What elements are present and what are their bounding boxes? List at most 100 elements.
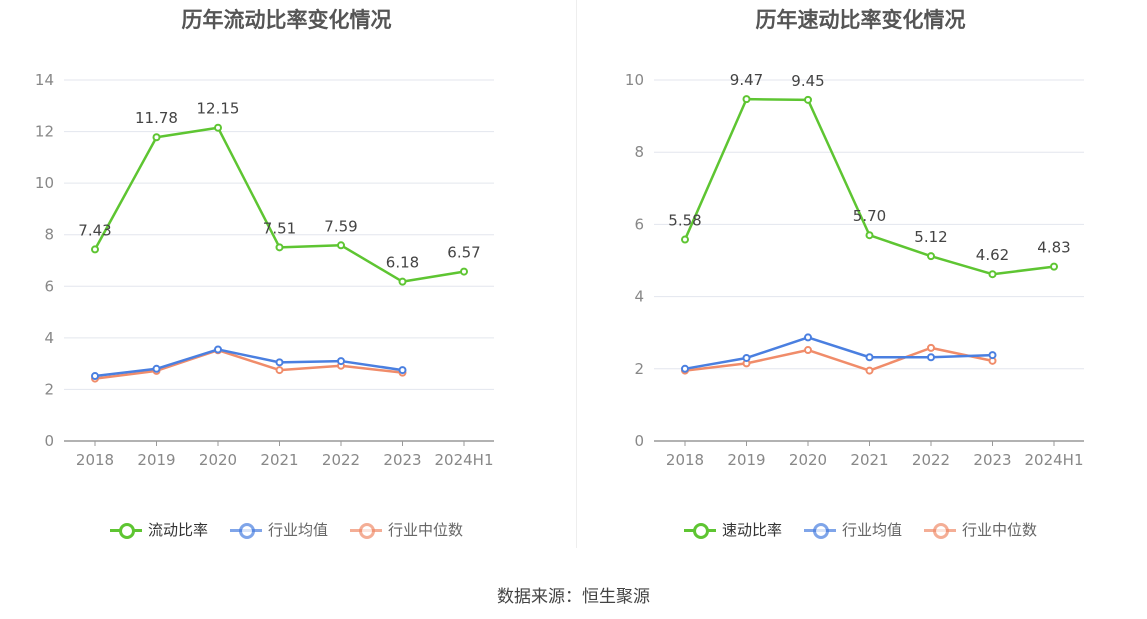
data-label: 5.58	[668, 212, 701, 230]
data-point	[865, 366, 874, 375]
x-tick-label: 2019	[137, 451, 175, 469]
y-tick-label: 12	[35, 123, 54, 141]
data-point	[275, 366, 284, 375]
chart-title: 历年流动比率变化情况	[181, 8, 392, 32]
x-tick-label: 2024H1	[435, 451, 494, 469]
y-tick-label: 0	[634, 432, 644, 450]
legend-item[interactable]: 行业均值	[803, 519, 902, 540]
current-ratio-panel: 历年流动比率变化情况 0 2 4 6 8 10 12 14 2018 2019 2020 2021 20…	[0, 0, 573, 560]
legend-item[interactable]: 速动比率	[683, 519, 782, 540]
data-point	[865, 353, 874, 362]
data-point	[804, 346, 812, 355]
legend-swatch	[803, 522, 836, 539]
quick-ratio-panel: 历年速动比率变化情况 0 2 4 6 8 10 2018 2019 2020 2021 2022 20…	[574, 0, 1147, 560]
data-point	[214, 345, 222, 354]
data-label: 4.83	[1037, 239, 1070, 257]
data-point	[337, 241, 345, 250]
chart-legend: 流动比率 行业均值 行业中位数	[0, 519, 573, 540]
data-point	[804, 95, 812, 104]
series-line	[684, 346, 993, 372]
y-tick-label: 10	[35, 174, 54, 192]
data-point	[988, 270, 997, 279]
data-point	[214, 123, 222, 132]
data-point	[275, 358, 284, 367]
chart-legend: 速动比率 行业均值 行业中位数	[574, 519, 1147, 540]
legend-item[interactable]: 行业中位数	[350, 519, 463, 540]
legend-swatch	[683, 522, 716, 539]
y-tick-label: 6	[634, 215, 644, 233]
data-label: 4.62	[976, 246, 1009, 264]
data-label: 5.12	[914, 228, 947, 246]
data-point	[460, 267, 468, 276]
series-line	[94, 348, 403, 378]
data-point	[865, 231, 874, 240]
data-label: 7.43	[78, 221, 111, 239]
y-tick-label: 6	[44, 277, 54, 295]
x-tick-label: 2021	[850, 451, 888, 469]
legend-label: 速动比率	[721, 521, 782, 539]
data-label: 6.18	[386, 254, 419, 272]
data-point	[152, 364, 161, 373]
y-tick-label: 8	[634, 143, 644, 161]
x-tick-label: 2020	[199, 451, 237, 469]
x-tick-label: 2023	[973, 451, 1011, 469]
legend-swatch	[924, 522, 956, 539]
data-label: 6.57	[447, 244, 480, 262]
series-line	[94, 348, 403, 380]
data-point	[927, 252, 935, 261]
y-tick-label: 8	[44, 226, 54, 244]
x-tick-label: 2020	[789, 451, 827, 469]
legend-item[interactable]: 行业中位数	[924, 519, 1037, 540]
data-point	[742, 95, 751, 104]
data-label: 9.45	[791, 72, 824, 90]
data-point	[988, 351, 997, 360]
data-label: 11.78	[135, 109, 178, 127]
x-tick-label: 2022	[322, 451, 360, 469]
data-point	[91, 372, 99, 381]
x-tick-label: 2021	[260, 451, 298, 469]
y-tick-label: 4	[44, 329, 54, 347]
data-point	[275, 243, 284, 252]
y-tick-label: 14	[35, 71, 54, 89]
x-tick-label: 2018	[76, 451, 114, 469]
y-tick-label: 2	[634, 360, 644, 378]
x-tick-label: 2024H1	[1025, 451, 1084, 469]
data-point	[927, 353, 935, 362]
y-tick-label: 2	[44, 380, 54, 398]
legend-label: 流动比率	[147, 521, 208, 539]
data-point	[681, 364, 689, 373]
data-label: 12.15	[197, 100, 240, 118]
data-point	[398, 277, 407, 286]
data-point	[91, 245, 99, 254]
data-point	[398, 366, 407, 375]
legend-label: 行业中位数	[388, 521, 464, 539]
data-label: 9.47	[730, 71, 763, 89]
legend-swatch	[109, 522, 142, 539]
legend-label: 行业均值	[841, 521, 902, 539]
legend-swatch	[350, 522, 382, 539]
data-source: 数据来源：恒生聚源	[497, 587, 650, 607]
data-point	[1050, 262, 1058, 271]
quick-ratio-chart: 0 2 4 6 8 10 2018 2019 2020 2021 2022 2023 2024H1 5.5…	[625, 71, 1084, 469]
x-tick-label: 2018	[666, 451, 704, 469]
y-tick-label: 0	[44, 432, 54, 450]
y-tick-label: 10	[625, 71, 644, 89]
legend-item[interactable]: 流动比率	[109, 519, 208, 540]
data-point	[927, 343, 935, 352]
data-label: 7.59	[324, 217, 357, 235]
panel-divider	[576, 0, 577, 548]
x-tick-label: 2019	[727, 451, 765, 469]
data-label: 5.70	[853, 207, 886, 225]
legend-swatch	[229, 522, 262, 539]
legend-label: 行业中位数	[962, 521, 1038, 539]
data-point	[681, 235, 689, 244]
y-tick-label: 4	[634, 288, 644, 306]
chart-title: 历年速动比率变化情况	[755, 8, 966, 32]
data-point	[152, 133, 161, 142]
x-tick-label: 2023	[383, 451, 421, 469]
series-line	[684, 336, 993, 371]
current-ratio-chart: 0 2 4 6 8 10 12 14 2018 2019 2020 2021 2022 2023 2024H…	[35, 71, 494, 469]
legend-item[interactable]: 行业均值	[229, 519, 328, 540]
data-point	[742, 353, 751, 362]
data-point	[337, 357, 345, 366]
